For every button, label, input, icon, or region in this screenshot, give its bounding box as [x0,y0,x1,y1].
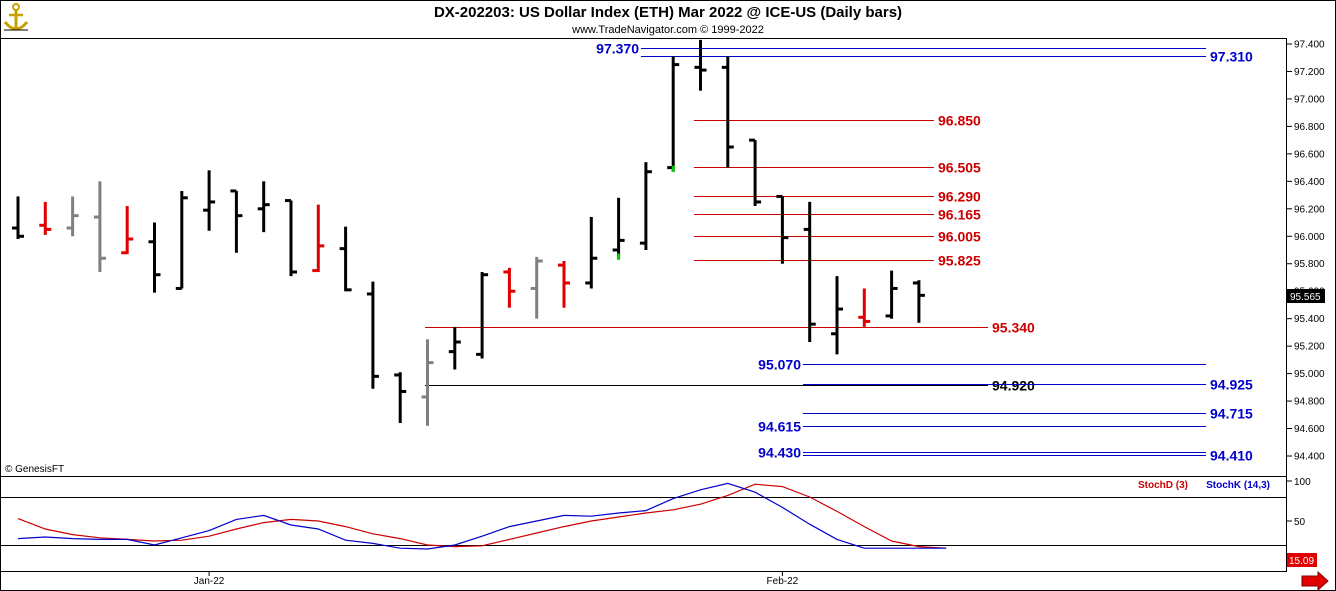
last-price-label: 95.565 [1290,292,1321,303]
ohlc-bar [175,190,188,290]
ohlc-bar [421,339,434,426]
level-label: 96.005 [938,229,981,245]
ohlc-bar [558,260,570,308]
ohlc-bar [803,201,816,343]
ohlc-bar [612,197,625,260]
level-label: 97.310 [1210,49,1253,65]
last-price-tag: 95.565 [1287,289,1325,303]
ohlc-bar [39,201,52,235]
chart-title: DX-202203: US Dollar Index (ETH) Mar 202… [434,4,902,21]
level-label: 94.920 [992,378,1035,394]
ohlc-bar [121,206,134,255]
level-lines: 97.370 97.310 96.850 96.505 96.290 96.165 96.0… [425,41,1253,464]
level-label: 95.825 [938,253,981,269]
ohlc-bar [667,56,680,172]
level-label: 94.410 [1210,448,1253,464]
scroll-right-arrow-icon[interactable] [1301,570,1329,591]
level-label: 95.340 [992,320,1035,336]
y-tick-label: 96.200 [1294,204,1325,215]
ohlc-bar [585,217,598,289]
ohlc-bar [721,56,734,168]
date-axis: Jan-22 Feb-22 [194,572,799,587]
ohlc-bar [285,199,297,277]
level-label: 94.430 [758,445,801,461]
ohlc-bar [394,372,407,424]
ohlc-bar [448,326,461,370]
y-tick-label: 96.400 [1294,177,1325,188]
level-label: 94.715 [1210,406,1253,422]
chart-subtitle: www.TradeNavigator.com © 1999-2022 [571,24,764,36]
y-tick-label: 94.400 [1294,452,1325,463]
ohlc-bar [749,138,762,207]
stoch-last-tag: 15.09 [1287,553,1317,567]
stoch-series-line [17,482,947,550]
y-tick-label: 96.000 [1294,232,1325,243]
y-tick-label: 97.400 [1294,40,1325,51]
price-bars [12,39,925,426]
ohlc-bar [66,196,79,237]
ohlc-bar [530,256,543,319]
stoch-panel-content: 100 50 StochD (3) StochK (14,3) [1,477,1311,550]
ohlc-bar [148,222,161,293]
ohlc-bar [503,267,516,308]
y-tick-label: 96.600 [1294,149,1325,160]
ohlc-bar [312,204,325,273]
stoch-tick-label: 100 [1294,477,1311,488]
y-tick-label: 97.200 [1294,67,1325,78]
y-tick-label: 96.800 [1294,122,1325,133]
y-tick-label: 95.200 [1294,342,1325,353]
ohlc-bar [912,280,925,323]
ohlc-bar [366,281,379,389]
y-tick-label: 94.800 [1294,397,1325,408]
ohlc-bar [339,226,352,292]
level-label: 97.370 [596,41,639,57]
level-label: 96.290 [938,189,981,205]
x-tick-label: Jan-22 [194,576,225,587]
ohlc-bar [230,189,243,253]
level-label: 96.165 [938,207,981,223]
stoch-tick-label: 50 [1294,517,1306,528]
level-label: 95.070 [758,357,801,373]
ohlc-bar [476,271,489,359]
ohlc-bar [885,270,898,319]
level-label: 94.615 [758,419,801,435]
ohlc-bar [858,288,871,327]
level-label: 96.505 [938,160,981,176]
ohlc-bar [831,276,843,355]
ohlc-bar [12,196,24,240]
x-tick-label: Feb-22 [767,576,799,587]
ohlc-bar [694,39,707,91]
stoch-last-label: 15.09 [1289,556,1314,567]
ohlc-bar [257,181,270,233]
ohlc-bar [639,162,652,250]
ohlc-bar [93,181,106,272]
y-tick-label: 97.000 [1294,94,1325,105]
anchor-logo-icon [3,2,29,34]
y-tick-label: 95.400 [1294,314,1325,325]
ohlc-bar [203,170,216,231]
y-tick-label: 94.600 [1294,424,1325,435]
level-label: 94.925 [1210,377,1253,393]
level-label: 96.850 [938,113,981,129]
legend-stochk: StochK (14,3) [1206,480,1270,491]
legend-stochd: StochD (3) [1138,480,1188,491]
y-tick-label: 95.800 [1294,259,1325,270]
copyright-label: © GenesisFT [5,464,64,475]
ohlc-bar [776,194,789,264]
y-tick-label: 95.000 [1294,369,1325,380]
